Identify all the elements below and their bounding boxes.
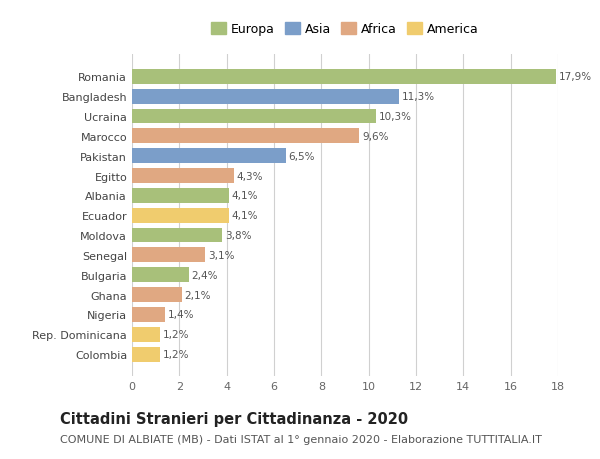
Text: 6,5%: 6,5% (289, 151, 315, 161)
Text: 17,9%: 17,9% (559, 72, 592, 82)
Bar (132, 149, 286, 164)
Bar (132, 327, 160, 342)
Bar (132, 208, 229, 223)
Text: 3,8%: 3,8% (225, 230, 251, 241)
Text: COMUNE DI ALBIATE (MB) - Dati ISTAT al 1° gennaio 2020 - Elaborazione TUTTITALIA: COMUNE DI ALBIATE (MB) - Dati ISTAT al 1… (60, 434, 542, 444)
Text: 2,4%: 2,4% (191, 270, 218, 280)
Text: 9,6%: 9,6% (362, 132, 389, 141)
Text: 1,2%: 1,2% (163, 349, 190, 359)
Text: 4,3%: 4,3% (236, 171, 263, 181)
Bar (132, 129, 359, 144)
Text: 1,4%: 1,4% (168, 310, 194, 320)
Text: 4,1%: 4,1% (232, 191, 259, 201)
Text: 1,2%: 1,2% (163, 330, 190, 340)
Legend: Europa, Asia, Africa, America: Europa, Asia, Africa, America (208, 20, 482, 40)
Bar (132, 308, 165, 322)
Bar (132, 248, 205, 263)
Bar (132, 268, 189, 283)
Bar (132, 228, 222, 243)
Text: 2,1%: 2,1% (185, 290, 211, 300)
Text: 4,1%: 4,1% (232, 211, 259, 221)
Bar (132, 70, 556, 84)
Text: 10,3%: 10,3% (379, 112, 412, 122)
Bar (132, 169, 234, 184)
Text: 3,1%: 3,1% (208, 250, 235, 260)
Bar (132, 109, 376, 124)
Bar (132, 287, 182, 302)
Bar (132, 347, 160, 362)
Bar (132, 189, 229, 203)
Bar (132, 90, 400, 104)
Text: Cittadini Stranieri per Cittadinanza - 2020: Cittadini Stranieri per Cittadinanza - 2… (60, 411, 408, 426)
Text: 11,3%: 11,3% (402, 92, 436, 102)
